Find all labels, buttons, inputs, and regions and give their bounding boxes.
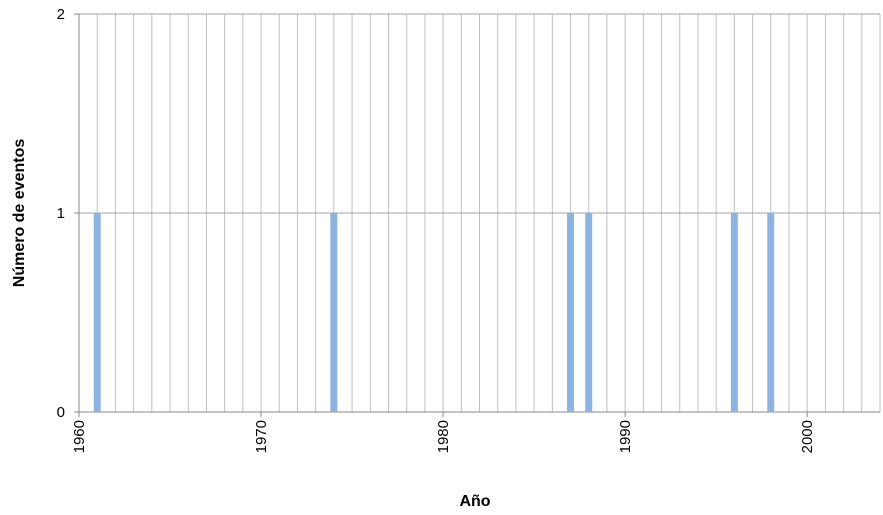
bar bbox=[585, 213, 593, 412]
y-tick-label: 0 bbox=[57, 404, 65, 421]
bar bbox=[330, 213, 338, 412]
x-tick-label: 2000 bbox=[799, 420, 816, 453]
bar bbox=[767, 213, 775, 412]
y-tick-label: 2 bbox=[57, 6, 65, 23]
x-tick-label: 1970 bbox=[253, 420, 270, 453]
bar bbox=[93, 213, 101, 412]
x-tick-label: 1960 bbox=[71, 420, 88, 453]
bar bbox=[730, 213, 738, 412]
x-tick-label: 1990 bbox=[617, 420, 634, 453]
bar bbox=[567, 213, 575, 412]
x-tick-label: 1980 bbox=[435, 420, 452, 453]
y-axis-title: Número de eventos bbox=[11, 139, 28, 288]
x-axis-title: Año bbox=[459, 493, 490, 510]
y-tick-label: 1 bbox=[57, 205, 65, 222]
